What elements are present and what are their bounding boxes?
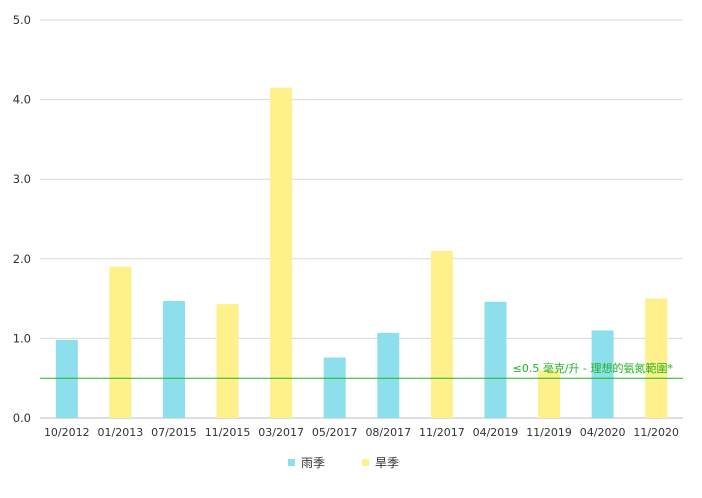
legend-label-wet: 雨季 bbox=[301, 456, 325, 470]
bar-11-2017 bbox=[430, 250, 453, 418]
x-tick-label: 10/2012 bbox=[44, 426, 90, 439]
legend-label-dry: 旱季 bbox=[375, 456, 399, 470]
bar-11-2019 bbox=[538, 370, 561, 418]
legend-swatch-wet bbox=[288, 459, 295, 466]
gridlines bbox=[40, 19, 683, 419]
x-tick-label: 04/2020 bbox=[580, 426, 626, 439]
x-tick-label: 05/2017 bbox=[312, 426, 358, 439]
legend: 雨季 旱季 bbox=[288, 456, 399, 470]
bar-07-2015 bbox=[162, 300, 185, 418]
x-tick-label: 03/2017 bbox=[258, 426, 304, 439]
x-tick-label: 04/2019 bbox=[473, 426, 519, 439]
x-tick-label: 11/2020 bbox=[633, 426, 679, 439]
reference-line-label: ≤0.5 毫克/升 - 理想的氨氮範圍* bbox=[513, 361, 674, 375]
x-tick-label: 07/2015 bbox=[151, 426, 197, 439]
bar-03-2017 bbox=[270, 87, 293, 418]
bar-11-2015 bbox=[216, 304, 239, 418]
x-tick-label: 11/2017 bbox=[419, 426, 465, 439]
y-tick-label: 3.0 bbox=[13, 172, 31, 186]
legend-swatch-dry bbox=[362, 459, 369, 466]
bar-08-2017 bbox=[377, 332, 400, 418]
x-tick-label: 11/2019 bbox=[526, 426, 572, 439]
y-tick-label: 0.0 bbox=[13, 411, 31, 425]
bar-11-2020 bbox=[645, 298, 668, 418]
bar-04-2020 bbox=[591, 330, 614, 418]
x-tick-label: 11/2015 bbox=[205, 426, 251, 439]
y-tick-label: 4.0 bbox=[13, 93, 31, 107]
y-tick-label: 5.0 bbox=[13, 13, 31, 27]
bar-05-2017 bbox=[323, 357, 346, 418]
y-axis-ticks: 0.0 1.0 2.0 3.0 4.0 5.0 bbox=[13, 13, 31, 425]
x-axis-ticks: 10/2012 01/2013 07/2015 11/2015 03/2017 05/20… bbox=[44, 426, 679, 439]
x-tick-label: 01/2013 bbox=[98, 426, 144, 439]
x-tick-label: 08/2017 bbox=[365, 426, 411, 439]
y-tick-label: 1.0 bbox=[13, 331, 31, 345]
y-tick-label: 2.0 bbox=[13, 252, 31, 266]
bar-04-2019 bbox=[484, 301, 507, 418]
bar-01-2013 bbox=[109, 266, 132, 418]
bar-10-2012 bbox=[55, 339, 78, 418]
bars bbox=[55, 87, 668, 418]
